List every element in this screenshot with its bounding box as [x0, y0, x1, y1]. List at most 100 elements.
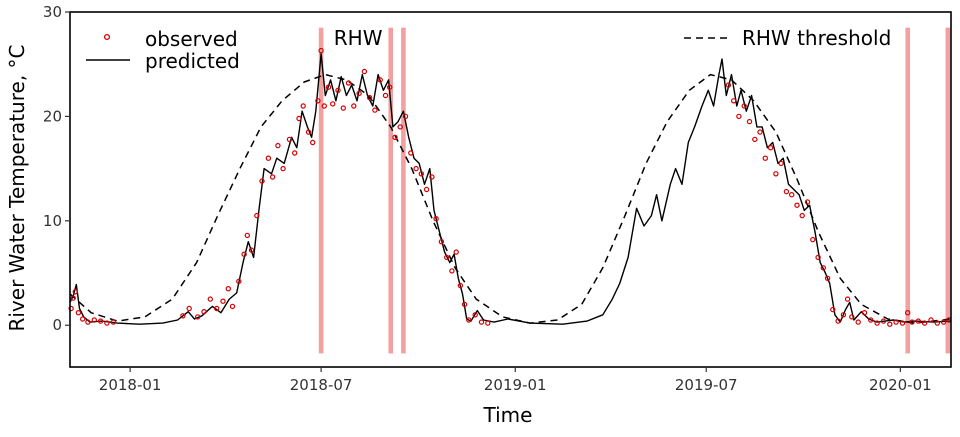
legend-predicted: predicted: [86, 49, 240, 73]
observed-point-46: [366, 94, 373, 101]
rhw-bar-1: [388, 27, 394, 354]
observed-point-90: [830, 306, 836, 313]
observed-point-103: [905, 310, 911, 316]
observed-point-86: [810, 236, 816, 243]
observed-point-64: [457, 282, 464, 289]
y-axis: 0 10 20 30: [43, 3, 70, 334]
observed-point-13: [201, 309, 207, 315]
y-tick-label-0: 0: [52, 316, 62, 334]
observed-point-25: [265, 155, 272, 161]
observed-point-72: [736, 113, 742, 120]
observed-point-101: [893, 319, 899, 325]
observed-point-39: [330, 101, 336, 107]
legend-observed-label: observed: [145, 27, 238, 51]
observed-point-67: [472, 312, 478, 318]
observed-point-4: [79, 316, 86, 322]
observed-point-66: [466, 317, 472, 323]
observed-point-34: [310, 139, 316, 146]
observed-point-79: [773, 171, 779, 177]
predicted-series: [69, 53, 952, 325]
rhw-bar-3: [905, 27, 911, 354]
x-tick-label-4: 2020-01: [869, 376, 932, 394]
observed-point-76: [757, 129, 763, 135]
observed-point-87: [815, 254, 821, 261]
observed-point-81: [783, 188, 790, 195]
observed-point-97: [868, 317, 874, 323]
observed-point-71: [731, 98, 737, 104]
observed-point-31: [296, 115, 302, 122]
observed-point-35: [315, 98, 321, 104]
observed-point-73: [741, 103, 747, 109]
observed-point-20: [241, 251, 247, 257]
legend-predicted-label: predicted: [145, 49, 240, 73]
x-tick-label-0: 2018-01: [99, 376, 162, 394]
observed-point-99: [880, 318, 887, 324]
legend-threshold: RHW threshold: [684, 26, 891, 50]
observed-point-23: [254, 212, 260, 219]
observed-point-106: [921, 320, 928, 326]
observed-point-18: [229, 303, 236, 310]
observed-point-47: [372, 107, 378, 113]
observed-point-2: [72, 289, 79, 295]
observed-point-65: [461, 301, 468, 308]
observed-point-41: [340, 105, 346, 111]
observed-point-1: [70, 295, 76, 301]
observed-point-100: [887, 321, 893, 327]
observed-point-93: [844, 296, 851, 302]
observed-point-50: [387, 84, 393, 90]
observed-point-17: [225, 286, 231, 292]
observed-point-105: [915, 318, 922, 324]
observed-point-92: [840, 312, 847, 318]
y-tick-label-30: 30: [43, 3, 62, 21]
observed-point-36: [318, 47, 324, 54]
observed-point-59: [433, 215, 439, 222]
observed-point-52: [397, 124, 403, 130]
observed-point-8: [104, 320, 110, 326]
observed-point-49: [382, 92, 389, 99]
observed-point-83: [794, 202, 800, 208]
observed-point-15: [213, 305, 220, 312]
x-tick-label-2: 2019-01: [484, 376, 547, 394]
observed-point-9: [110, 319, 117, 325]
rhw-bar-4: [945, 27, 951, 354]
observed-point-74: [746, 118, 753, 125]
observed-point-43: [351, 103, 357, 109]
observed-point-62: [449, 268, 455, 274]
plot-frame: [69, 11, 952, 368]
legend-observed: observed: [103, 27, 238, 51]
observed-point-88: [820, 265, 827, 271]
x-tick-label-3: 2019-07: [675, 376, 738, 394]
rhw-bar-2: [401, 27, 406, 354]
y-axis-title: River Water Temperature, °C: [5, 44, 29, 331]
observed-point-27: [275, 142, 281, 149]
observed-point-45: [361, 68, 368, 75]
observed-point-54: [408, 150, 414, 156]
observed-point-53: [402, 113, 409, 120]
y-tick-label-10: 10: [43, 212, 62, 230]
rhw-bar-0: [318, 27, 324, 354]
observed-point-61: [444, 254, 450, 261]
x-axis: 2018-01 2018-07 2019-01 2019-07 2020-01: [99, 367, 932, 394]
observed-point-60: [438, 238, 445, 245]
observed-point-56: [418, 171, 424, 177]
observed-point-55: [413, 165, 419, 172]
observed-point-94: [849, 314, 855, 320]
observed-point-109: [940, 319, 947, 325]
observed-point-21: [244, 232, 250, 239]
observed-point-16: [220, 298, 226, 304]
observed-point-104: [909, 319, 915, 325]
observed-point-78: [767, 144, 774, 151]
x-tick-label-1: 2018-07: [290, 376, 353, 394]
observed-point-85: [804, 199, 811, 205]
threshold-series: [69, 73, 952, 324]
observed-point-89: [824, 275, 831, 281]
observed-point-77: [762, 155, 769, 161]
observed-point-69: [485, 320, 491, 326]
observed-point-24: [259, 178, 265, 184]
observed-point-70: [725, 82, 732, 88]
threshold-line: [69, 73, 952, 324]
observed-point-44: [356, 90, 362, 97]
observed-point-40: [335, 87, 341, 94]
observed-point-10: [180, 313, 186, 319]
